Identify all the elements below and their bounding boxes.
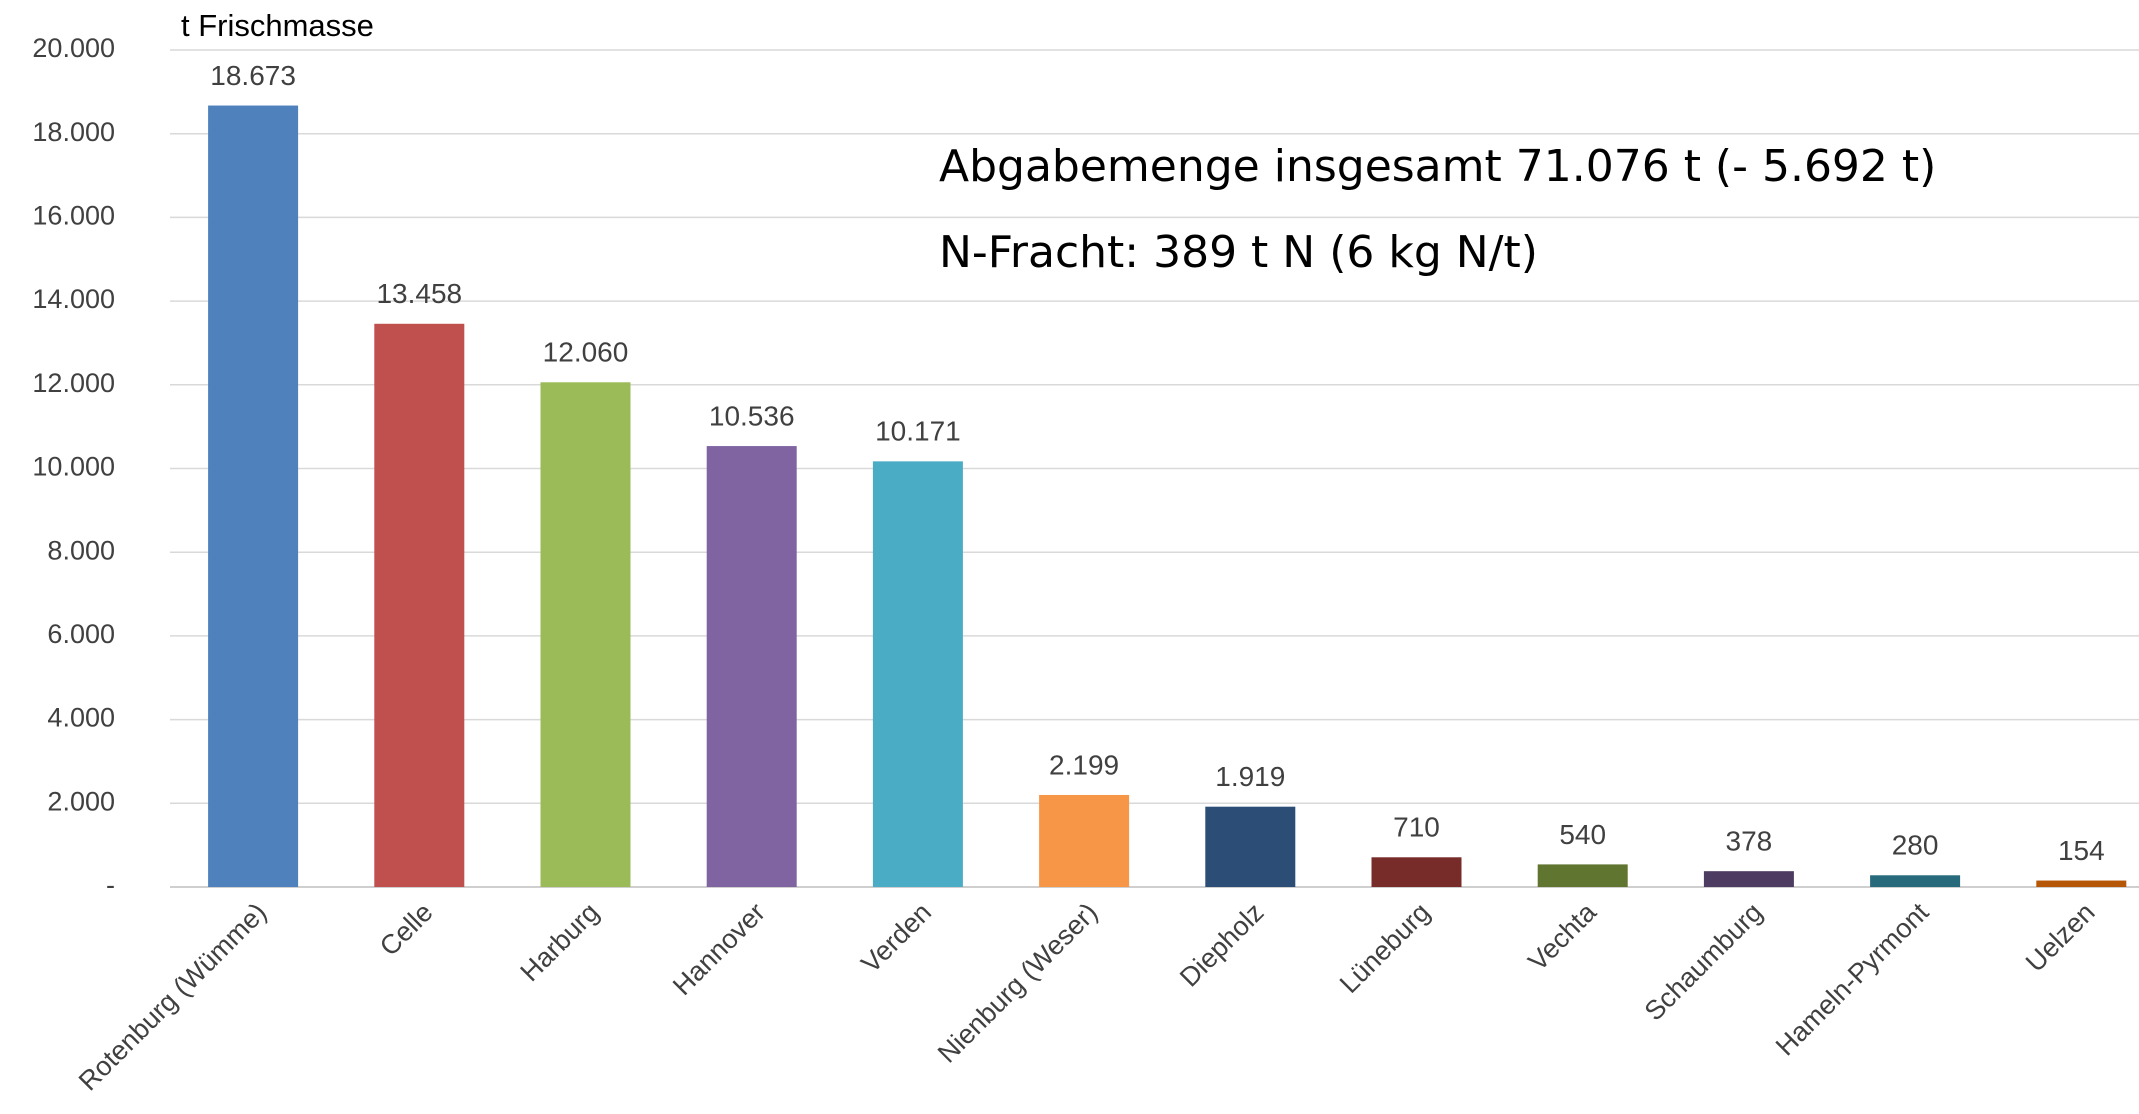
data-label: 10.536	[709, 400, 795, 431]
y-tick-label: 8.000	[47, 535, 115, 565]
annotation: N-Fracht: 389 t N (6 kg N/t)	[939, 227, 1538, 278]
bar	[1703, 871, 1794, 887]
y-tick-label: 16.000	[32, 201, 115, 231]
data-label: 540	[1559, 819, 1606, 850]
y-tick-label: 10.000	[32, 452, 115, 482]
bar	[706, 446, 797, 887]
x-tick-label: Hameln-Pyrmont	[1770, 897, 1935, 1062]
x-tick-label: Rotenburg (Wümme)	[73, 897, 272, 1096]
x-tick-label: Nienburg (Weser)	[932, 897, 1104, 1069]
y-tick-label: 18.000	[32, 117, 115, 147]
bar	[208, 105, 299, 887]
bar	[1205, 806, 1296, 887]
x-tick-label: Verden	[855, 897, 937, 979]
x-tick-label: Diepholz	[1174, 897, 1270, 993]
bar	[872, 461, 963, 887]
bar	[1870, 875, 1961, 887]
y-tick-label: -	[106, 870, 115, 900]
x-tick-label: Harburg	[515, 897, 605, 987]
x-tick-label: Celle	[374, 897, 439, 962]
bar	[1371, 857, 1462, 887]
data-label: 154	[2058, 835, 2105, 866]
y-tick-label: 20.000	[32, 33, 115, 63]
data-label: 378	[1726, 826, 1773, 857]
y-axis-label: t Frischmasse	[181, 8, 374, 43]
x-tick-label: Uelzen	[2020, 897, 2101, 978]
x-tick-label: Schaumburg	[1639, 897, 1768, 1026]
y-tick-label: 14.000	[32, 284, 115, 314]
bar	[1039, 794, 1130, 887]
bar	[1537, 864, 1628, 887]
data-label: 18.673	[210, 60, 296, 91]
bar	[540, 382, 631, 887]
annotation: Abgabemenge insgesamt 71.076 t (- 5.692 …	[939, 141, 1936, 192]
data-label: 2.199	[1049, 749, 1119, 780]
x-tick-label: Lüneburg	[1334, 897, 1436, 999]
y-tick-label: 12.000	[32, 368, 115, 398]
bar	[374, 323, 465, 887]
y-tick-label: 6.000	[47, 619, 115, 649]
data-label: 1.919	[1215, 761, 1285, 792]
data-label: 280	[1892, 830, 1939, 861]
data-label: 13.458	[376, 278, 462, 309]
data-label: 710	[1393, 812, 1440, 843]
data-label: 12.060	[543, 337, 629, 368]
x-tick-label: Vechta	[1522, 896, 1602, 976]
x-tick-label: Hannover	[667, 897, 771, 1001]
y-tick-label: 2.000	[47, 786, 115, 816]
bar	[2036, 880, 2127, 887]
y-tick-label: 4.000	[47, 703, 115, 733]
data-label: 10.171	[875, 416, 961, 447]
